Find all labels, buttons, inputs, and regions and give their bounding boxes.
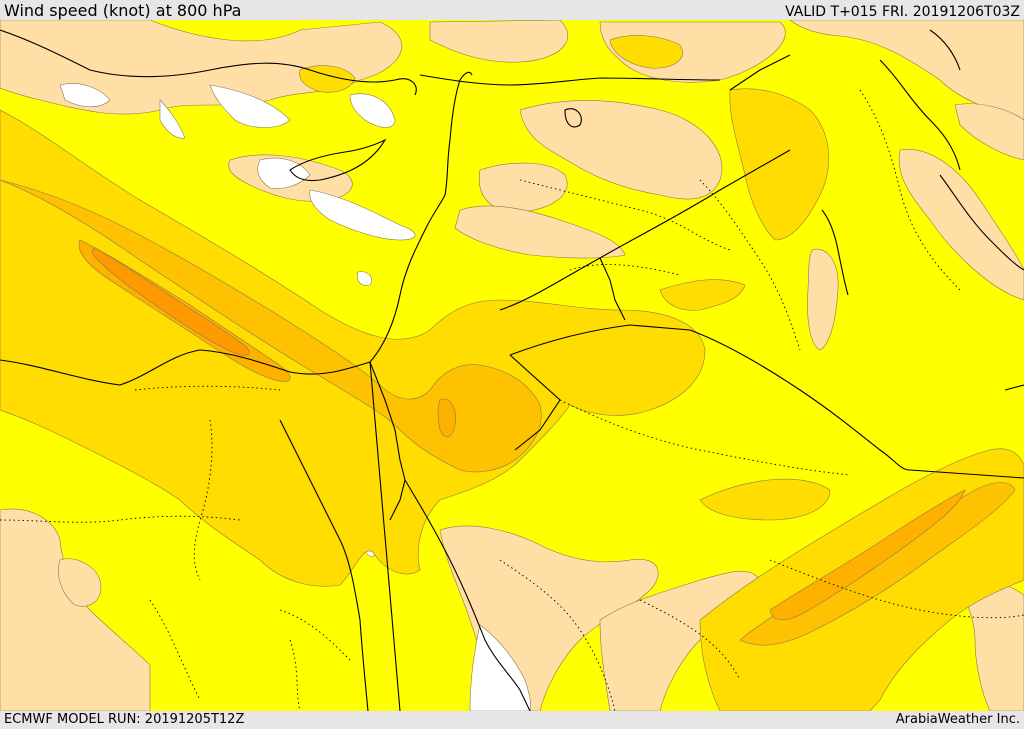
- model-run: ECMWF MODEL RUN: 20191205T12Z: [4, 712, 245, 727]
- valid-time: VALID T+015 FRI. 20191206T03Z: [785, 4, 1020, 20]
- very-strong-wind-regions: [91, 247, 250, 356]
- header-bar: Wind speed (knot) at 800 hPa VALID T+015…: [0, 0, 1024, 20]
- credit-text: ArabiaWeather Inc.: [895, 712, 1020, 727]
- country-boundaries: [0, 89, 1024, 711]
- map-title: Wind speed (knot) at 800 hPa: [4, 1, 242, 20]
- wind-speed-map: [0, 20, 1024, 711]
- footer-bar: ECMWF MODEL RUN: 20191205T12Z ArabiaWeat…: [0, 711, 1024, 729]
- coastlines: [0, 29, 1024, 711]
- light-wind-regions: [0, 20, 1024, 711]
